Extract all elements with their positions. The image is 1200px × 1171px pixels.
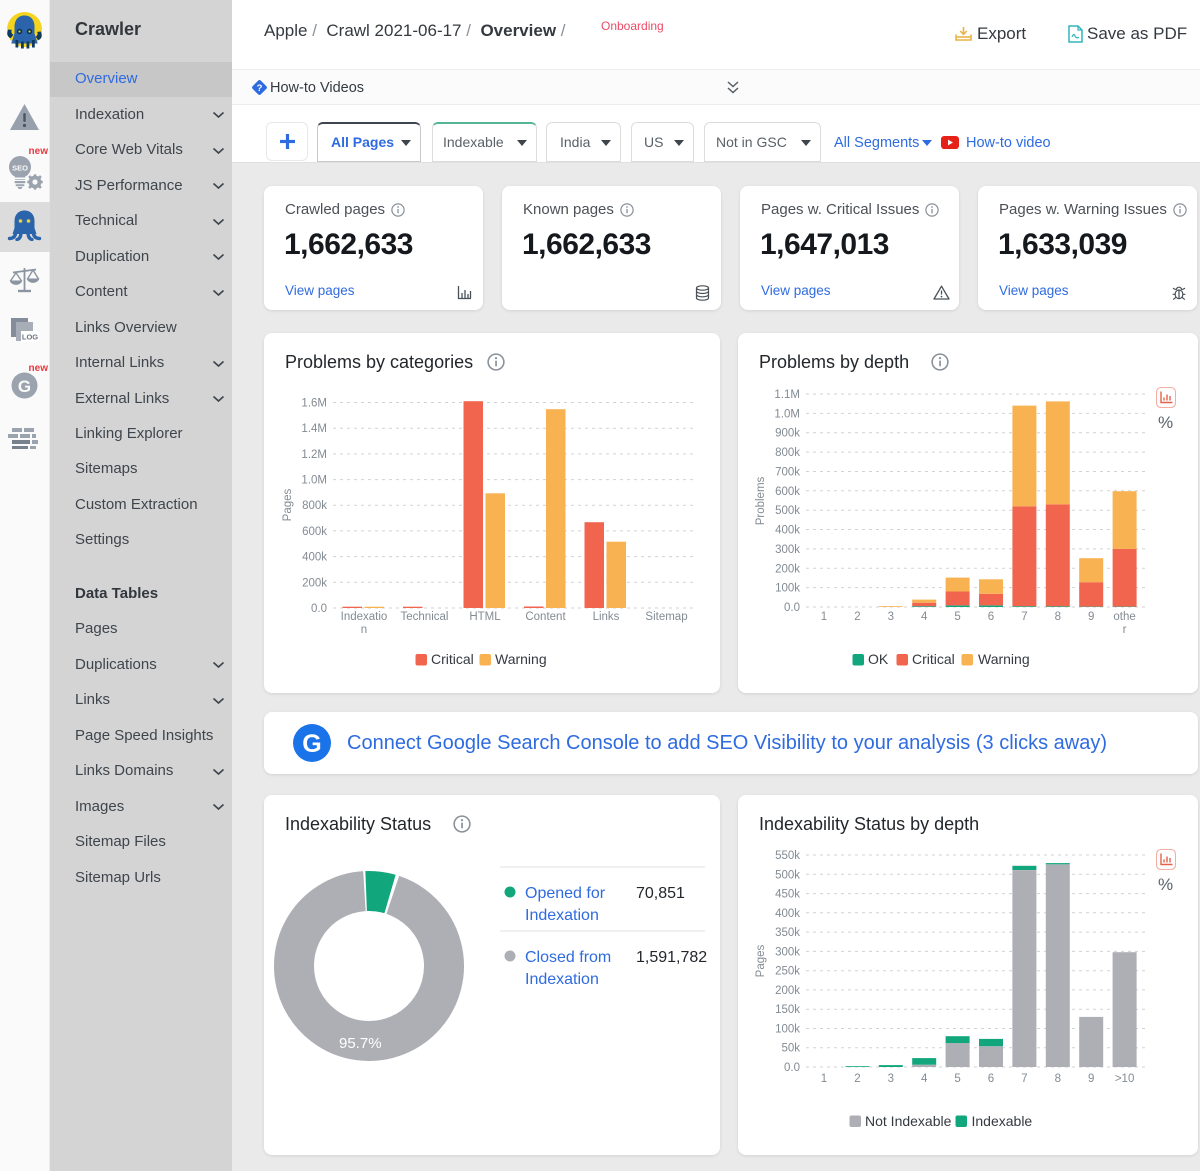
svg-text:n: n	[361, 624, 367, 636]
svg-text:350k: 350k	[775, 927, 800, 939]
svg-text:6: 6	[988, 611, 994, 623]
svg-text:200k: 200k	[775, 985, 800, 997]
svg-text:Warning: Warning	[495, 651, 547, 667]
svg-text:5: 5	[954, 1073, 960, 1085]
svg-text:Indexable: Indexable	[972, 1113, 1033, 1129]
svg-text:50k: 50k	[781, 1043, 800, 1055]
svg-text:4: 4	[921, 1073, 928, 1085]
svg-text:450k: 450k	[775, 889, 800, 901]
svg-text:0.0: 0.0	[784, 1062, 800, 1074]
svg-text:1: 1	[821, 611, 827, 623]
svg-text:9: 9	[1088, 611, 1094, 623]
svg-text:Critical: Critical	[912, 651, 955, 667]
svg-text:3: 3	[888, 611, 894, 623]
svg-text:150k: 150k	[775, 1004, 800, 1016]
svg-text:250k: 250k	[775, 966, 800, 978]
svg-text:400k: 400k	[775, 525, 800, 537]
svg-text:8: 8	[1055, 611, 1061, 623]
svg-text:0.0: 0.0	[311, 603, 327, 615]
svg-text:Content: Content	[525, 611, 566, 623]
svg-text:6: 6	[988, 1073, 994, 1085]
svg-text:OK: OK	[868, 651, 889, 667]
svg-text:SEO: SEO	[12, 164, 28, 173]
svg-text:G: G	[302, 730, 321, 758]
svg-text:r: r	[1123, 624, 1127, 636]
svg-text:Critical: Critical	[431, 651, 474, 667]
svg-text:Pages: Pages	[755, 944, 767, 977]
svg-text:200k: 200k	[302, 577, 327, 589]
svg-text:Problems: Problems	[755, 476, 767, 525]
svg-text:Opened for: Opened for	[525, 885, 606, 902]
svg-text:2: 2	[854, 1073, 860, 1085]
svg-text:Links: Links	[593, 611, 620, 623]
svg-text:1.0M: 1.0M	[774, 408, 800, 420]
svg-text:500k: 500k	[775, 505, 800, 517]
svg-text:LOG: LOG	[22, 333, 38, 342]
svg-text:800k: 800k	[302, 500, 327, 512]
svg-text:300k: 300k	[775, 544, 800, 556]
svg-text:1: 1	[821, 1073, 827, 1085]
svg-text:1.0M: 1.0M	[301, 475, 327, 487]
svg-text:100k: 100k	[775, 1024, 800, 1036]
svg-text:Technical: Technical	[401, 611, 449, 623]
svg-text:1.6M: 1.6M	[301, 398, 327, 410]
svg-text:7: 7	[1021, 1073, 1027, 1085]
svg-text:70,851: 70,851	[636, 885, 685, 902]
svg-text:800k: 800k	[775, 447, 800, 459]
svg-text:HTML: HTML	[469, 611, 501, 623]
svg-text:200k: 200k	[775, 563, 800, 575]
svg-text:Indexatio: Indexatio	[341, 611, 388, 623]
svg-text:5: 5	[954, 611, 960, 623]
svg-text:1.2M: 1.2M	[301, 449, 327, 461]
svg-text:95.7%: 95.7%	[339, 1035, 382, 1052]
svg-text:Not Indexable: Not Indexable	[865, 1113, 952, 1129]
svg-text:700k: 700k	[775, 467, 800, 479]
svg-text:8: 8	[1055, 1073, 1061, 1085]
svg-text:Indexation: Indexation	[525, 907, 599, 924]
svg-text:Closed from: Closed from	[525, 949, 611, 966]
svg-text:600k: 600k	[775, 486, 800, 498]
svg-text:0.0: 0.0	[784, 602, 800, 614]
svg-text:2: 2	[854, 611, 860, 623]
svg-text:7: 7	[1021, 611, 1027, 623]
svg-text:500k: 500k	[775, 869, 800, 881]
svg-text:>10: >10	[1115, 1073, 1135, 1085]
svg-text:1.4M: 1.4M	[301, 423, 327, 435]
svg-text:900k: 900k	[775, 428, 800, 440]
svg-text:400k: 400k	[302, 552, 327, 564]
svg-text:600k: 600k	[302, 526, 327, 538]
svg-text:300k: 300k	[775, 946, 800, 958]
svg-text:3: 3	[888, 1073, 894, 1085]
svg-text:400k: 400k	[775, 908, 800, 920]
svg-text:9: 9	[1088, 1073, 1094, 1085]
svg-text:4: 4	[921, 611, 928, 623]
svg-text:Sitemap: Sitemap	[645, 611, 687, 623]
svg-text:Warning: Warning	[978, 651, 1030, 667]
svg-text:100k: 100k	[775, 583, 800, 595]
svg-text:G: G	[18, 377, 31, 396]
svg-text:Indexation: Indexation	[525, 971, 599, 988]
svg-text:?: ?	[257, 83, 263, 94]
svg-text:1,591,782: 1,591,782	[636, 949, 707, 966]
svg-text:1.1M: 1.1M	[774, 389, 800, 401]
svg-text:othe: othe	[1113, 611, 1135, 623]
svg-text:Pages: Pages	[282, 488, 294, 521]
svg-text:550k: 550k	[775, 850, 800, 862]
